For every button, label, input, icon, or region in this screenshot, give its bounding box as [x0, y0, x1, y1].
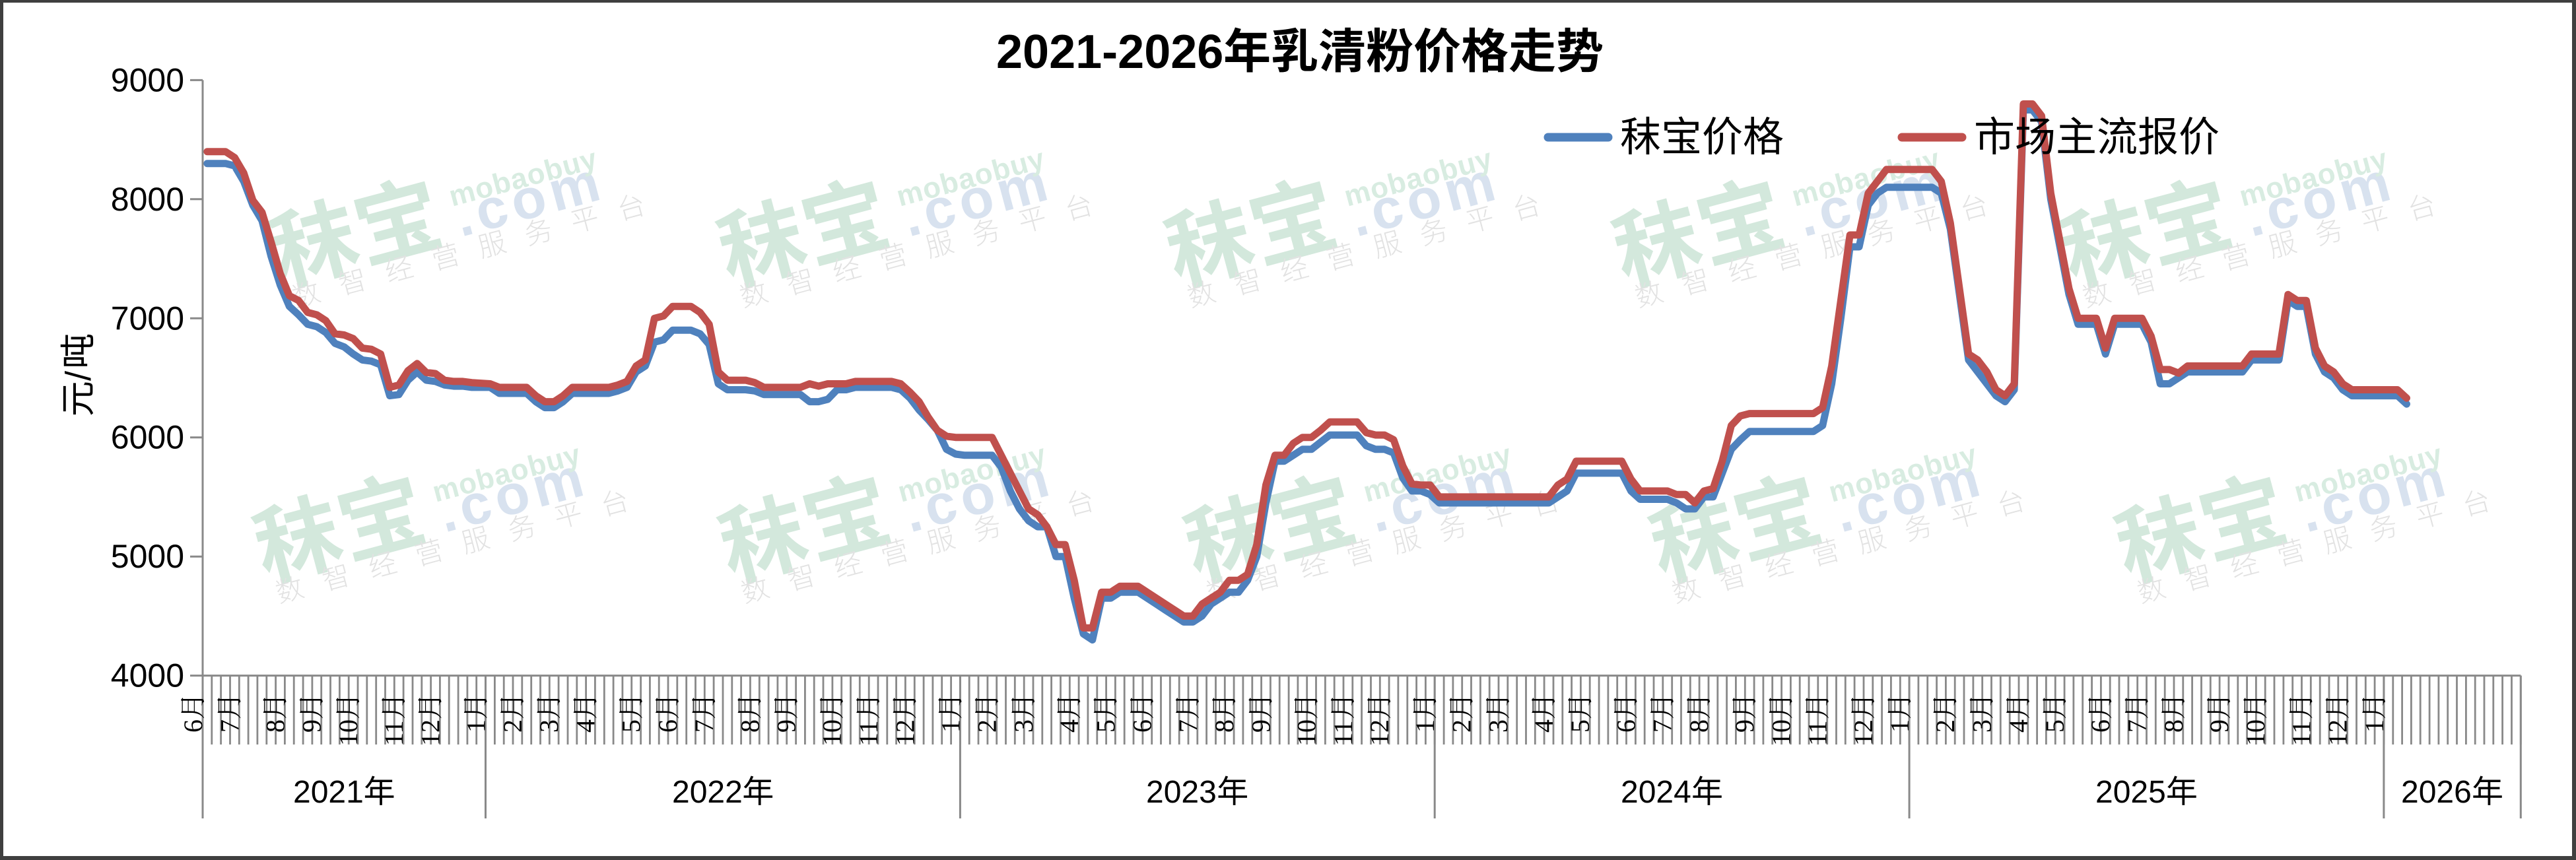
svg-text:5: 5	[617, 719, 646, 733]
svg-text:6: 6	[2085, 719, 2115, 733]
svg-text:7: 7	[1173, 719, 1203, 733]
svg-text:1: 1	[1410, 719, 1440, 733]
svg-text:2: 2	[972, 719, 1002, 733]
svg-text:11: 11	[1803, 720, 1833, 746]
svg-text:9000: 9000	[111, 61, 184, 98]
svg-text:7: 7	[2122, 719, 2152, 733]
svg-text:6: 6	[1128, 719, 1157, 733]
svg-text:11: 11	[379, 720, 409, 746]
svg-text:9: 9	[2204, 719, 2234, 733]
svg-text:2021-2026: 2021-2026	[996, 26, 1223, 79]
svg-text:2021: 2021	[293, 775, 364, 810]
svg-text:8: 8	[735, 719, 764, 733]
svg-text:2: 2	[498, 719, 527, 733]
svg-text:5: 5	[1565, 719, 1595, 733]
svg-text:5: 5	[2040, 719, 2070, 733]
svg-text:9: 9	[1246, 719, 1275, 733]
svg-text:8: 8	[260, 719, 290, 733]
svg-text:1: 1	[2359, 719, 2389, 733]
svg-text:11: 11	[854, 720, 883, 746]
svg-text:12: 12	[2323, 719, 2353, 746]
svg-text:12: 12	[1365, 719, 1394, 746]
svg-text:6: 6	[1611, 719, 1641, 733]
svg-text:9: 9	[1730, 719, 1759, 733]
svg-text:9: 9	[772, 719, 801, 733]
svg-text:3: 3	[534, 719, 564, 733]
svg-text:5: 5	[1091, 719, 1120, 733]
svg-text:11: 11	[1328, 720, 1358, 746]
svg-text:2024: 2024	[1621, 775, 1691, 810]
svg-text:6: 6	[178, 719, 208, 733]
svg-text:7: 7	[689, 719, 719, 733]
svg-text:9: 9	[297, 719, 327, 733]
svg-text:/: /	[59, 371, 98, 381]
svg-text:1: 1	[461, 719, 491, 733]
svg-text:6: 6	[653, 719, 683, 733]
svg-text:4: 4	[1529, 719, 1559, 733]
svg-text:12: 12	[890, 719, 920, 746]
svg-text:8: 8	[2159, 719, 2188, 733]
svg-text:3: 3	[1967, 719, 1997, 733]
svg-text:7000: 7000	[111, 300, 184, 337]
svg-text:10: 10	[1292, 719, 1322, 746]
svg-text:10: 10	[1766, 719, 1796, 746]
svg-text:4: 4	[570, 719, 600, 733]
svg-text:2026: 2026	[2401, 775, 2472, 810]
svg-text:2: 2	[1447, 719, 1477, 733]
svg-text:8: 8	[1209, 719, 1239, 733]
svg-text:5000: 5000	[111, 538, 184, 575]
svg-text:10: 10	[817, 719, 847, 746]
svg-text:2: 2	[1930, 719, 1960, 733]
svg-text:1: 1	[1885, 719, 1915, 733]
svg-text:8: 8	[1684, 719, 1714, 733]
svg-text:2022: 2022	[672, 775, 743, 810]
svg-text:2023: 2023	[1146, 775, 1217, 810]
svg-text:6000: 6000	[111, 419, 184, 456]
svg-text:4: 4	[1054, 719, 1084, 733]
svg-text:11: 11	[2286, 720, 2316, 746]
svg-text:4: 4	[2004, 719, 2033, 733]
svg-text:10: 10	[333, 719, 363, 746]
svg-text:1: 1	[935, 719, 965, 733]
svg-text:2025: 2025	[2095, 775, 2166, 810]
svg-text:4000: 4000	[111, 657, 184, 694]
svg-text:7: 7	[1648, 719, 1678, 733]
svg-text:8000: 8000	[111, 181, 184, 218]
svg-text:3: 3	[1009, 719, 1038, 733]
svg-text:12: 12	[415, 719, 445, 746]
svg-text:7: 7	[215, 719, 244, 733]
svg-text:3: 3	[1483, 719, 1513, 733]
svg-text:10: 10	[2241, 719, 2270, 746]
svg-text:12: 12	[1848, 719, 1878, 746]
